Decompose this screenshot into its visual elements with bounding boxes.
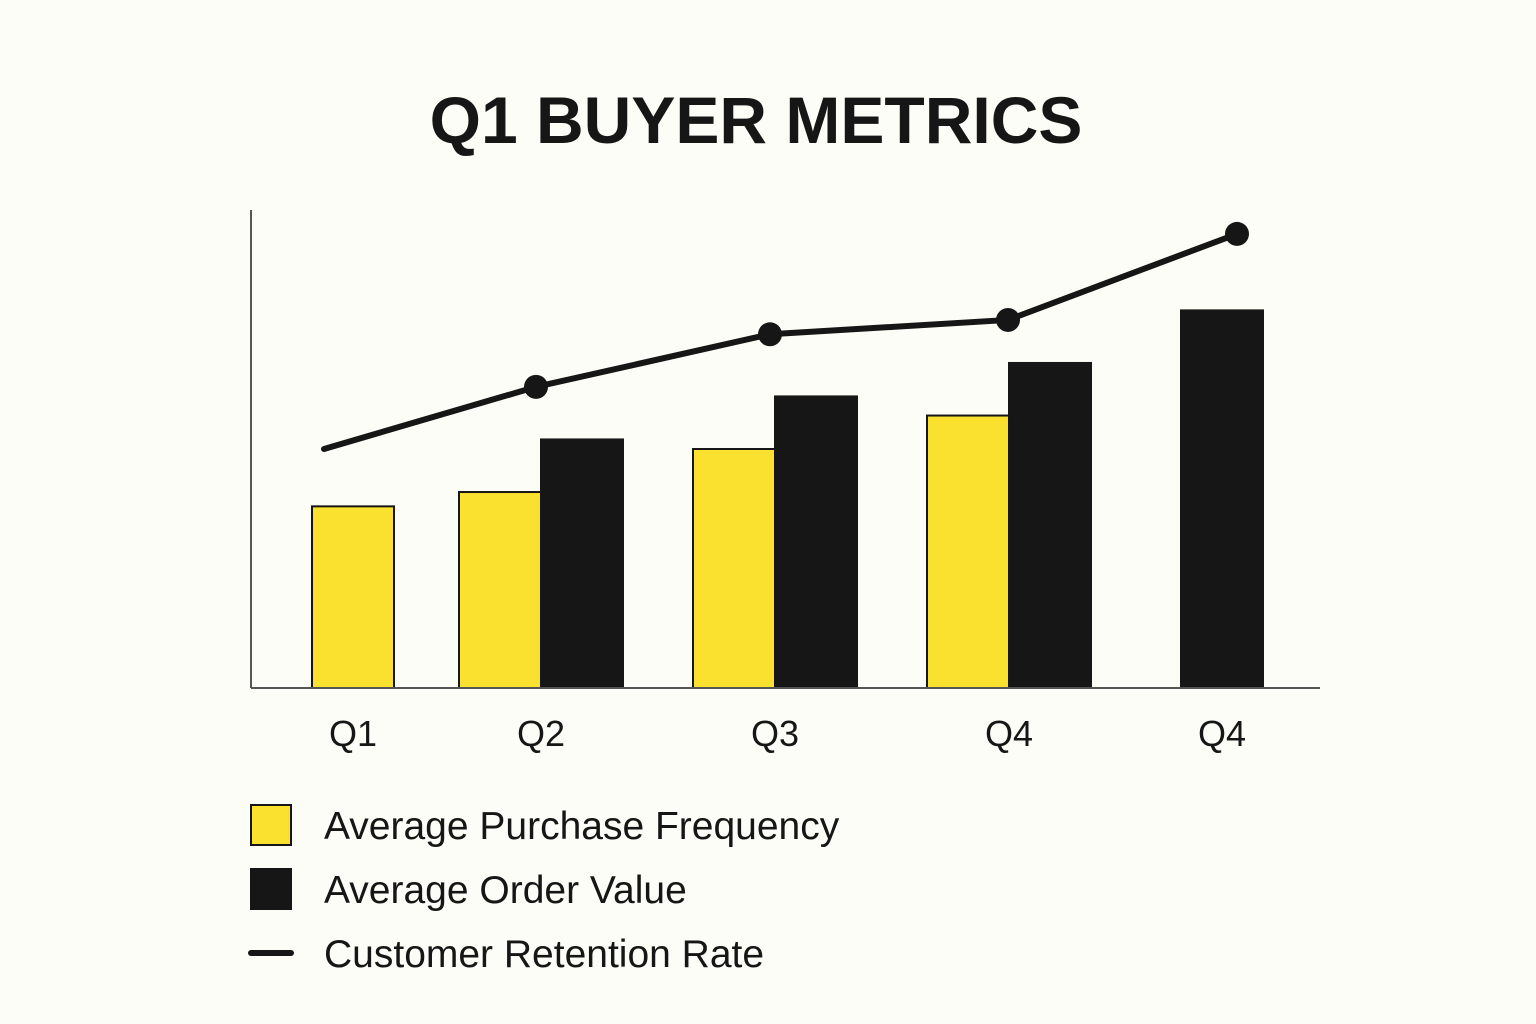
bars: [311, 309, 1264, 689]
bar-purchase-frequency-4: [926, 414, 1010, 689]
x-tick-label-4: Q4: [985, 713, 1033, 754]
x-tick-label-5: Q4: [1198, 713, 1246, 754]
bar-purchase-frequency-1: [311, 505, 395, 689]
legend: Average Purchase Frequency Average Order …: [248, 804, 840, 976]
bar-order-value-5: [1180, 309, 1264, 689]
x-tick-labels: Q1 Q2 Q3 Q4 Q4: [329, 713, 1246, 754]
x-tick-label-1: Q1: [329, 713, 377, 754]
bar-purchase-frequency-3: [692, 448, 776, 689]
retention-point-4: [996, 307, 1020, 332]
bar-order-value-2: [540, 438, 624, 689]
bar-purchase-frequency-2: [458, 491, 542, 689]
legend-swatch-1: [250, 804, 292, 846]
legend-swatch-2: [250, 868, 292, 910]
legend-label-1: Average Purchase Frequency: [324, 805, 840, 848]
x-tick-label-3: Q3: [751, 713, 799, 754]
bar-order-value-4: [1008, 361, 1092, 689]
retention-line: [321, 221, 1249, 452]
retention-point-3: [758, 322, 782, 347]
bar-order-value-3: [774, 395, 858, 689]
chart-title: Q1 BUYER METRICS: [430, 83, 1083, 157]
x-tick-label-2: Q2: [517, 713, 565, 754]
retention-point-5: [1225, 221, 1249, 246]
legend-label-3: Customer Retention Rate: [324, 933, 764, 976]
legend-label-2: Average Order Value: [324, 869, 687, 912]
retention-point-2: [524, 374, 548, 399]
axes: [250, 210, 1320, 689]
